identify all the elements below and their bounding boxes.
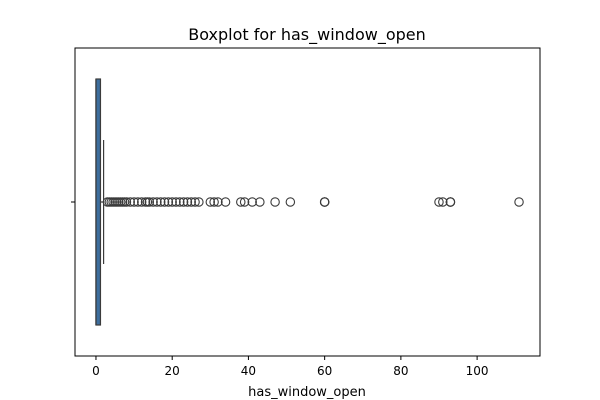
- outlier-point: [178, 197, 189, 207]
- outlier-point: [434, 197, 444, 207]
- x-tick-label: 80: [393, 364, 408, 378]
- outlier-point: [121, 197, 132, 207]
- x-tick-label: 20: [165, 364, 180, 378]
- x-axis-label: has_window_open: [248, 385, 366, 400]
- outlier-point: [144, 197, 155, 207]
- outlier-point: [129, 197, 139, 207]
- outlier-point: [247, 197, 257, 207]
- outlier-point: [194, 197, 204, 207]
- outlier-point: [209, 197, 219, 207]
- outlier-point: [125, 197, 136, 207]
- x-tick-label: 100: [466, 364, 489, 378]
- outlier-point: [136, 197, 147, 207]
- outlier-point: [171, 197, 181, 207]
- outlier-points: [102, 197, 524, 207]
- outlier-point: [190, 197, 200, 207]
- outlier-point: [236, 197, 246, 207]
- x-tick-label: 40: [241, 364, 256, 378]
- outlier-point: [239, 197, 250, 207]
- outlier-point: [163, 197, 174, 207]
- outlier-point: [182, 197, 193, 207]
- box-element: [95, 78, 105, 326]
- iqr-box: [95, 78, 102, 326]
- outlier-point: [148, 197, 158, 207]
- outlier-point: [255, 197, 265, 207]
- outlier-point: [175, 197, 185, 207]
- outlier-point: [205, 197, 216, 207]
- outlier-point: [167, 197, 177, 207]
- x-axis-ticks: 0 20 40 60 80 100: [92, 356, 489, 378]
- outlier-point: [285, 197, 296, 207]
- outlier-point: [319, 197, 330, 207]
- outlier-point: [213, 197, 223, 207]
- outlier-point: [270, 197, 280, 207]
- outlier-point: [133, 197, 143, 207]
- outlier-point: [220, 197, 231, 207]
- outlier-point: [445, 197, 456, 207]
- outlier-point: [514, 197, 524, 207]
- x-tick-label: 60: [317, 364, 332, 378]
- chart-title: Boxplot for has_window_open: [188, 25, 426, 45]
- outlier-point: [186, 197, 197, 207]
- outlier-point: [438, 197, 448, 207]
- outlier-point: [152, 197, 162, 207]
- outlier-point: [156, 197, 166, 207]
- x-tick-label: 0: [92, 364, 100, 378]
- outlier-point: [159, 197, 170, 207]
